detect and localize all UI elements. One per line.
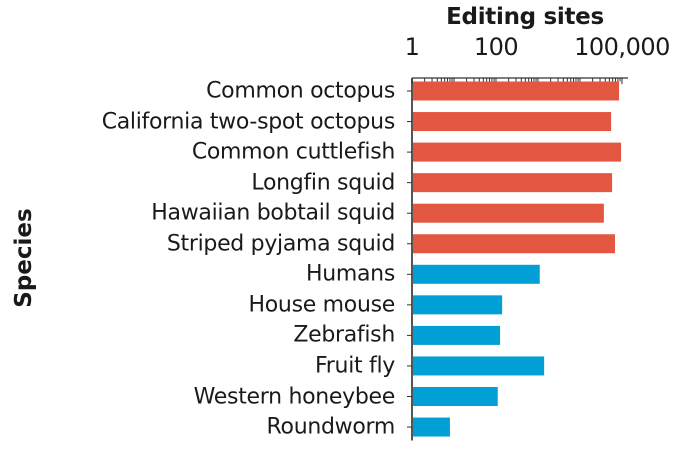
- category-label: Roundworm: [266, 414, 396, 440]
- category-label: California two-spot octopus: [101, 109, 396, 135]
- bar: [413, 173, 613, 193]
- bar: [413, 417, 450, 437]
- x-tick-label: 100,000: [574, 33, 670, 61]
- bar: [413, 142, 622, 162]
- category-label: Western honeybee: [193, 384, 396, 409]
- bar: [413, 325, 501, 345]
- x-tick-label: 100: [473, 33, 519, 61]
- bar: [413, 387, 498, 406]
- category-label: Hawaiian bobtail squid: [151, 200, 395, 226]
- category-label: Fruit fly: [315, 353, 395, 379]
- bar: [413, 264, 540, 284]
- bar: [413, 356, 545, 376]
- category-label: Common cuttlefish: [191, 139, 395, 165]
- category-label: Common octopus: [206, 78, 395, 104]
- category-label: House mouse: [248, 292, 396, 318]
- bar: [413, 295, 503, 315]
- bar: [413, 234, 615, 254]
- category-label: Longfin squid: [251, 170, 395, 196]
- bar: [413, 203, 604, 223]
- category-label: Striped pyjama squid: [166, 231, 395, 257]
- category-label: Zebrafish: [293, 322, 395, 348]
- bar: [413, 81, 620, 101]
- chart-title: Editing sites: [446, 4, 604, 30]
- x-tick-label: 1: [404, 33, 420, 61]
- bar: [413, 112, 612, 132]
- category-label: Humans: [305, 261, 395, 287]
